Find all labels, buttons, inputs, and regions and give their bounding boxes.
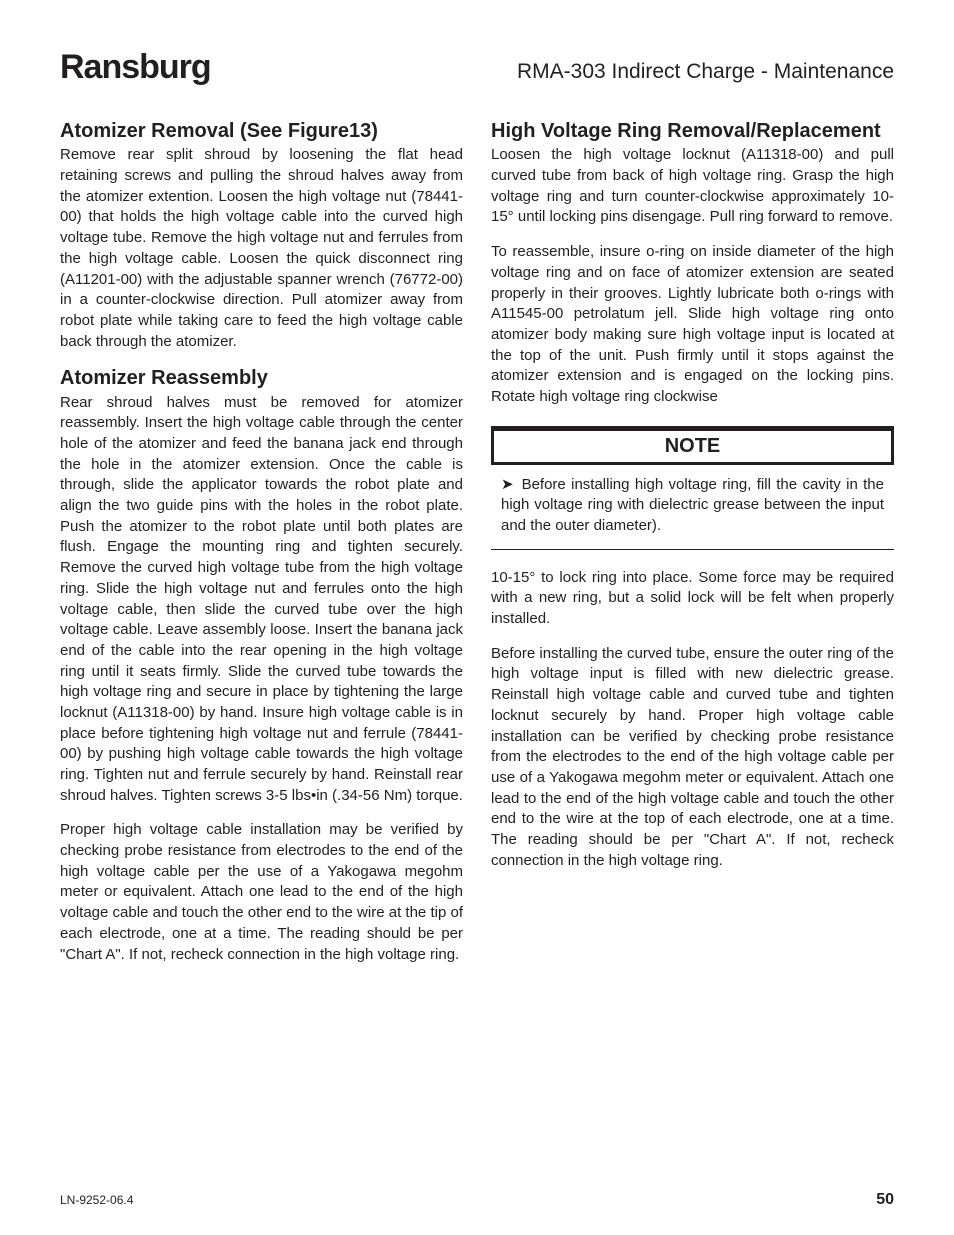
section-heading-atomizer-reassembly: Atomizer Reassembly (60, 366, 463, 390)
note-box: NOTE ➤Before installing high voltage rin… (491, 426, 894, 550)
right-column: High Voltage Ring Removal/Replacement Lo… (491, 105, 894, 979)
page-number: 50 (876, 1191, 894, 1209)
arrow-icon: ➤ (501, 476, 514, 493)
note-title-frame: NOTE (491, 428, 894, 465)
body-paragraph: Remove rear split shroud by loosening th… (60, 145, 463, 352)
left-column: Atomizer Removal (See Figure13) Remove r… (60, 105, 463, 979)
note-body: ➤Before installing high voltage ring, fi… (491, 475, 894, 537)
section-heading-atomizer-removal: Atomizer Removal (See Figure13) (60, 119, 463, 143)
body-paragraph: To reassemble, insure o-ring on inside d… (491, 242, 894, 408)
body-paragraph: Loosen the high voltage locknut (A11318-… (491, 145, 894, 228)
note-title: NOTE (665, 435, 721, 457)
page-footer: LN-9252-06.4 50 (60, 1191, 894, 1209)
page-header: Ransburg RMA-303 Indirect Charge - Maint… (60, 48, 894, 87)
document-title: RMA-303 Indirect Charge - Maintenance (517, 60, 894, 84)
page: Ransburg RMA-303 Indirect Charge - Maint… (0, 0, 954, 1235)
document-id: LN-9252-06.4 (60, 1193, 133, 1207)
body-paragraph: Proper high voltage cable installation m… (60, 820, 463, 965)
body-paragraph: 10-15° to lock ring into place. Some for… (491, 568, 894, 630)
section-heading-hv-ring: High Voltage Ring Removal/Replacement (491, 119, 894, 143)
body-paragraph: Before installing the curved tube, ensur… (491, 644, 894, 872)
body-paragraph: Rear shroud halves must be removed for a… (60, 393, 463, 807)
content-columns: Atomizer Removal (See Figure13) Remove r… (60, 105, 894, 979)
note-text: Before installing high voltage ring, fil… (501, 476, 884, 534)
brand-logo: Ransburg (60, 48, 211, 87)
